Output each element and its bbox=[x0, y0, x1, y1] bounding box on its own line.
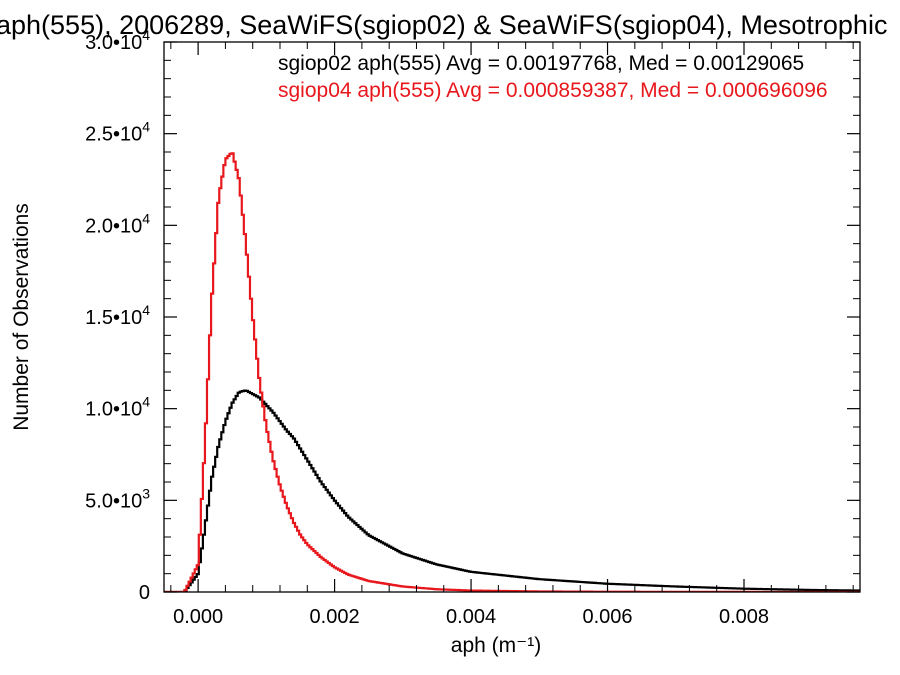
y-tick-label: 0 bbox=[139, 582, 150, 604]
x-tick-label: 0.002 bbox=[310, 606, 360, 628]
x-tick-label: 0.000 bbox=[173, 606, 223, 628]
chart-title: aph(555), 2006289, SeaWiFS(sgiop02) & Se… bbox=[0, 10, 887, 40]
tick-layer: 0.000 0.002 0.004 0.006 0.008 0 5.0•103 1.0•104… bbox=[85, 27, 860, 628]
x-tick-label: 0.006 bbox=[582, 606, 632, 628]
series-line-sgiop04 bbox=[164, 152, 860, 592]
series-layer bbox=[164, 152, 860, 592]
plot-frame bbox=[163, 41, 861, 593]
legend-entry-sgiop02: sgiop02 aph(555) Avg = 0.00197768, Med =… bbox=[278, 52, 804, 75]
series-line-sgiop02 bbox=[164, 389, 860, 592]
y-tick-label: 2.5•104 bbox=[85, 119, 150, 146]
y-tick-label: 2.0•104 bbox=[85, 210, 150, 237]
legend-entry-sgiop04: sgiop04 aph(555) Avg = 0.000859387, Med … bbox=[278, 79, 828, 102]
y-tick-label: 1.5•104 bbox=[85, 302, 150, 329]
y-axis-label: Number of Observations bbox=[10, 203, 33, 431]
x-tick-label: 0.008 bbox=[719, 606, 769, 628]
y-tick-label: 1.0•104 bbox=[85, 394, 150, 421]
x-axis-label: aph (m⁻¹) bbox=[451, 634, 541, 657]
y-tick-label: 3.0•104 bbox=[85, 27, 150, 54]
y-tick-label: 5.0•103 bbox=[85, 485, 150, 512]
x-tick-label: 0.004 bbox=[446, 606, 496, 628]
